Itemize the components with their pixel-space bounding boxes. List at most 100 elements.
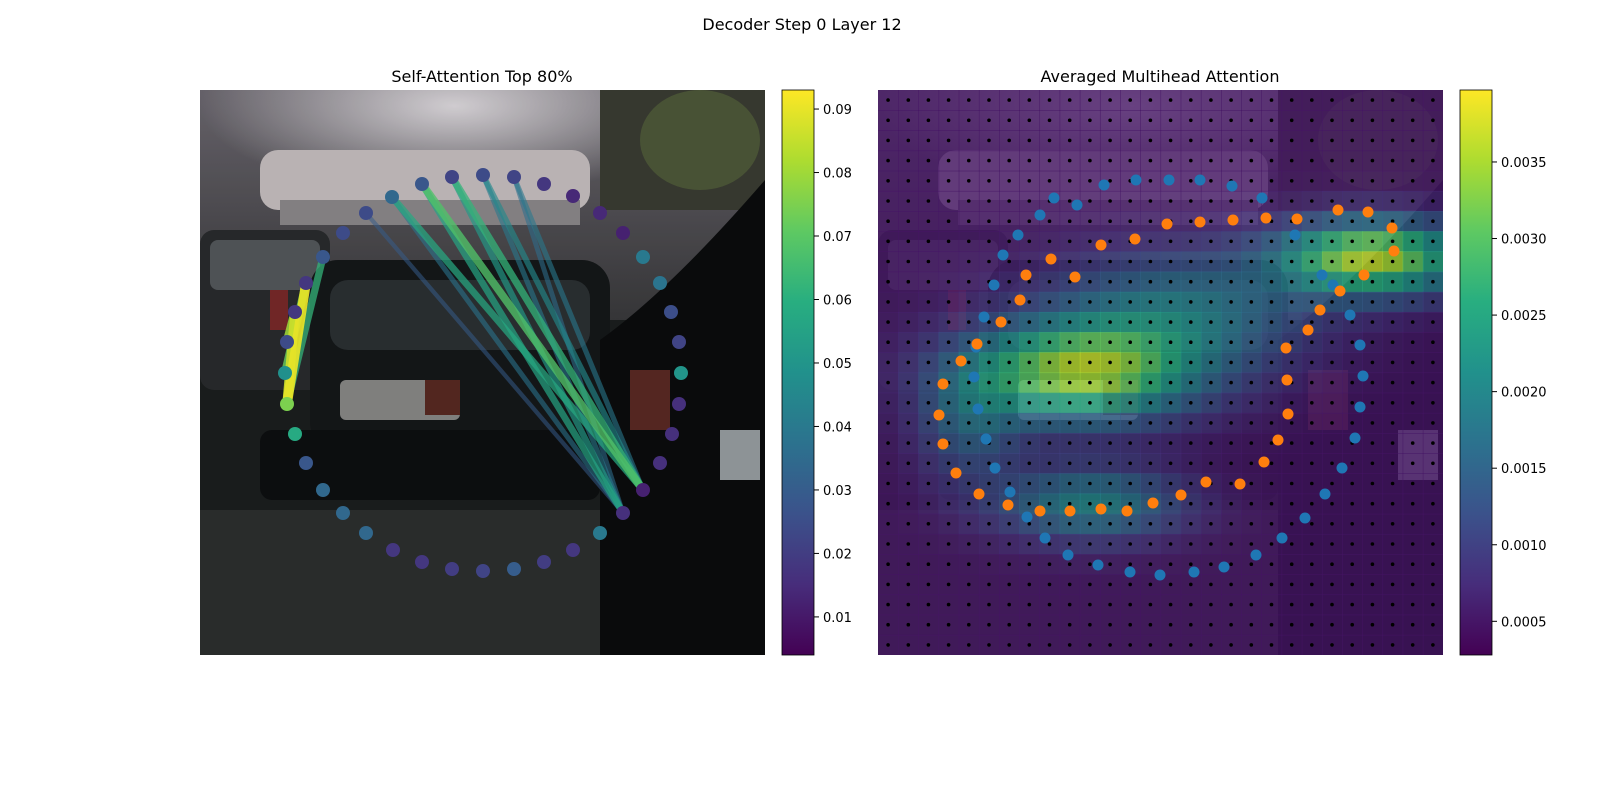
grid-dot — [1027, 602, 1032, 607]
grid-dot — [1108, 501, 1112, 506]
sampled-point — [937, 378, 949, 390]
grid-dot — [1310, 239, 1314, 244]
grid-dot — [1007, 239, 1011, 244]
grid-dot — [1047, 158, 1052, 163]
grid-dot — [1148, 582, 1153, 587]
reference-point — [1163, 174, 1175, 186]
grid-dot — [1108, 421, 1112, 425]
grid-dot — [1370, 441, 1375, 445]
grid-dot — [1168, 279, 1173, 284]
grid-dot — [1088, 300, 1092, 304]
grid-dot — [1007, 360, 1011, 365]
grid-dot — [1088, 360, 1092, 365]
grid-dot — [1330, 158, 1334, 163]
grid-dot — [1128, 360, 1132, 365]
grid-dot — [967, 542, 971, 546]
grid-dot — [1229, 481, 1233, 486]
grid-dot — [1189, 360, 1193, 365]
grid-dot — [1007, 138, 1011, 143]
grid-dot — [906, 360, 911, 365]
grid-dot — [1148, 138, 1153, 143]
grid-dot — [1330, 360, 1334, 365]
grid-dot — [1370, 158, 1375, 163]
grid-dot — [1229, 501, 1233, 506]
grid-dot — [987, 481, 991, 486]
grid-dot — [946, 158, 951, 163]
attention-edge — [448, 173, 647, 494]
grid-dot — [1168, 380, 1173, 385]
grid-dot — [1350, 279, 1354, 284]
attention-node — [653, 456, 667, 470]
reference-point — [1039, 532, 1051, 544]
reference-point — [989, 462, 1001, 474]
grid-dot — [1370, 643, 1375, 647]
grid-dot — [1148, 421, 1153, 425]
grid-dot — [987, 401, 991, 405]
reference-point — [1299, 512, 1311, 524]
grid-dot — [1269, 340, 1274, 345]
attention-edge — [389, 194, 626, 516]
reference-point — [1256, 192, 1268, 204]
grid-dot — [946, 300, 951, 304]
grid-dot — [1168, 259, 1173, 264]
attention-node — [288, 427, 302, 441]
grid-dot — [1168, 643, 1173, 647]
grid-dot — [926, 320, 931, 324]
grid-dot — [1067, 562, 1072, 566]
reference-point — [1092, 559, 1104, 571]
grid-dot — [1431, 239, 1435, 244]
grid-dot — [946, 481, 951, 486]
grid-dot — [1330, 622, 1334, 627]
grid-dot — [1088, 239, 1092, 244]
grid-dot — [987, 643, 991, 647]
grid-dot — [1128, 340, 1132, 345]
grid-dot — [946, 562, 951, 566]
attention-node — [476, 168, 490, 182]
grid-dot — [1390, 562, 1395, 566]
grid-dot — [1310, 602, 1314, 607]
grid-dot — [1108, 199, 1112, 203]
grid-dot — [1410, 522, 1415, 526]
grid-dot — [1088, 158, 1092, 163]
grid-dot — [1088, 522, 1092, 526]
grid-dot — [1067, 461, 1072, 466]
grid-dot — [1088, 643, 1092, 647]
grid-dot — [1249, 421, 1254, 425]
grid-dot — [1108, 461, 1112, 466]
grid-dot — [906, 98, 911, 102]
grid-dot — [1088, 340, 1092, 345]
grid-dot — [1088, 98, 1092, 102]
grid-dot — [1108, 602, 1112, 607]
grid-dot — [1189, 401, 1193, 405]
grid-dot — [1431, 340, 1435, 345]
reference-point — [1276, 532, 1288, 544]
colorbar-tick-label: 0.0015 — [1501, 462, 1547, 477]
grid-dot — [1168, 622, 1173, 627]
grid-dot — [1269, 401, 1274, 405]
attention-node — [359, 526, 373, 540]
grid-dot — [906, 481, 911, 486]
grid-dot — [1027, 461, 1032, 466]
grid-dot — [1431, 421, 1435, 425]
grid-dot — [1189, 501, 1193, 506]
grid-dot — [1189, 179, 1193, 183]
grid-dot — [1229, 199, 1233, 203]
grid-dot — [1310, 501, 1314, 506]
grid-dot — [1350, 501, 1354, 506]
attention-edge — [388, 193, 647, 494]
grid-dot — [946, 118, 951, 123]
right-panel-title: Averaged Multihead Attention — [1041, 67, 1280, 86]
attention-node — [316, 483, 330, 497]
grid-dot — [1047, 340, 1052, 345]
sampled-point — [1272, 434, 1284, 446]
grid-dot — [1229, 158, 1233, 163]
grid-dot — [1269, 138, 1274, 143]
attention-node — [415, 555, 429, 569]
grid-dot — [1289, 300, 1294, 304]
grid-dot — [967, 279, 971, 284]
sampled-point — [1200, 476, 1212, 488]
grid-dot — [1148, 98, 1153, 102]
grid-dot — [1249, 219, 1254, 223]
grid-dot — [1189, 522, 1193, 526]
grid-dot — [906, 219, 911, 223]
